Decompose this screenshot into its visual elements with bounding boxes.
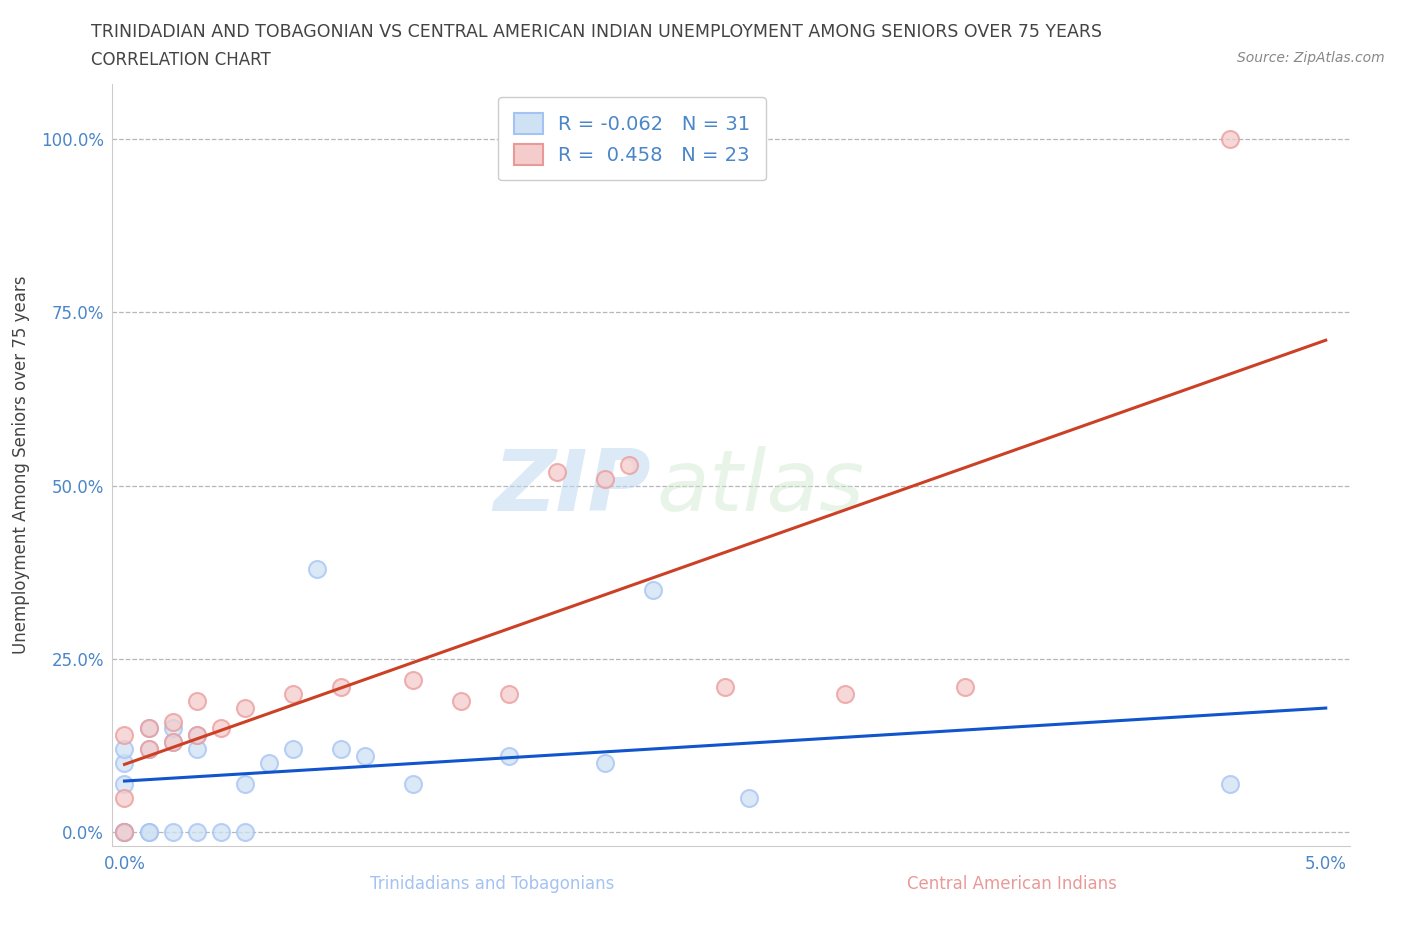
Point <box>114 825 136 840</box>
Point <box>641 582 664 597</box>
Point <box>329 680 352 695</box>
Point <box>114 728 136 743</box>
Text: Central American Indians: Central American Indians <box>907 875 1118 893</box>
Point <box>138 742 160 757</box>
Point <box>209 825 232 840</box>
Point <box>186 728 208 743</box>
Point <box>498 686 520 701</box>
Point <box>162 735 184 750</box>
Point <box>186 728 208 743</box>
Legend: R = -0.062   N = 31, R =  0.458   N = 23: R = -0.062 N = 31, R = 0.458 N = 23 <box>498 98 766 180</box>
Point <box>450 693 472 708</box>
Point <box>114 756 136 771</box>
Point <box>546 464 568 479</box>
Text: Source: ZipAtlas.com: Source: ZipAtlas.com <box>1237 51 1385 65</box>
Point <box>162 721 184 736</box>
Point <box>498 749 520 764</box>
Point <box>834 686 856 701</box>
Point <box>186 693 208 708</box>
Point <box>233 777 256 791</box>
Point <box>329 742 352 757</box>
Point <box>617 458 640 472</box>
Text: atlas: atlas <box>657 446 865 529</box>
Point <box>138 825 160 840</box>
Point <box>138 721 160 736</box>
Point <box>305 562 328 577</box>
Point <box>738 790 761 805</box>
Point <box>162 714 184 729</box>
Point <box>593 756 616 771</box>
Y-axis label: Unemployment Among Seniors over 75 years: Unemployment Among Seniors over 75 years <box>13 276 30 654</box>
Point <box>593 472 616 486</box>
Point <box>353 749 375 764</box>
Point <box>138 825 160 840</box>
Text: Trinidadians and Tobagonians: Trinidadians and Tobagonians <box>370 875 614 893</box>
Point <box>114 825 136 840</box>
Point <box>162 735 184 750</box>
Point <box>114 742 136 757</box>
Point <box>138 742 160 757</box>
Point <box>1219 777 1241 791</box>
Point <box>114 790 136 805</box>
Point <box>209 721 232 736</box>
Point <box>257 756 280 771</box>
Point <box>1219 132 1241 147</box>
Text: ZIP: ZIP <box>494 446 651 529</box>
Point <box>402 672 425 687</box>
Point <box>233 825 256 840</box>
Point <box>138 721 160 736</box>
Point <box>114 825 136 840</box>
Point <box>402 777 425 791</box>
Point <box>162 825 184 840</box>
Point <box>114 825 136 840</box>
Text: CORRELATION CHART: CORRELATION CHART <box>91 51 271 69</box>
Point <box>114 825 136 840</box>
Point <box>714 680 737 695</box>
Point <box>186 742 208 757</box>
Point <box>281 742 304 757</box>
Text: TRINIDADIAN AND TOBAGONIAN VS CENTRAL AMERICAN INDIAN UNEMPLOYMENT AMONG SENIORS: TRINIDADIAN AND TOBAGONIAN VS CENTRAL AM… <box>91 23 1102 41</box>
Point <box>233 700 256 715</box>
Point <box>955 680 977 695</box>
Point <box>186 825 208 840</box>
Point <box>114 777 136 791</box>
Point <box>281 686 304 701</box>
